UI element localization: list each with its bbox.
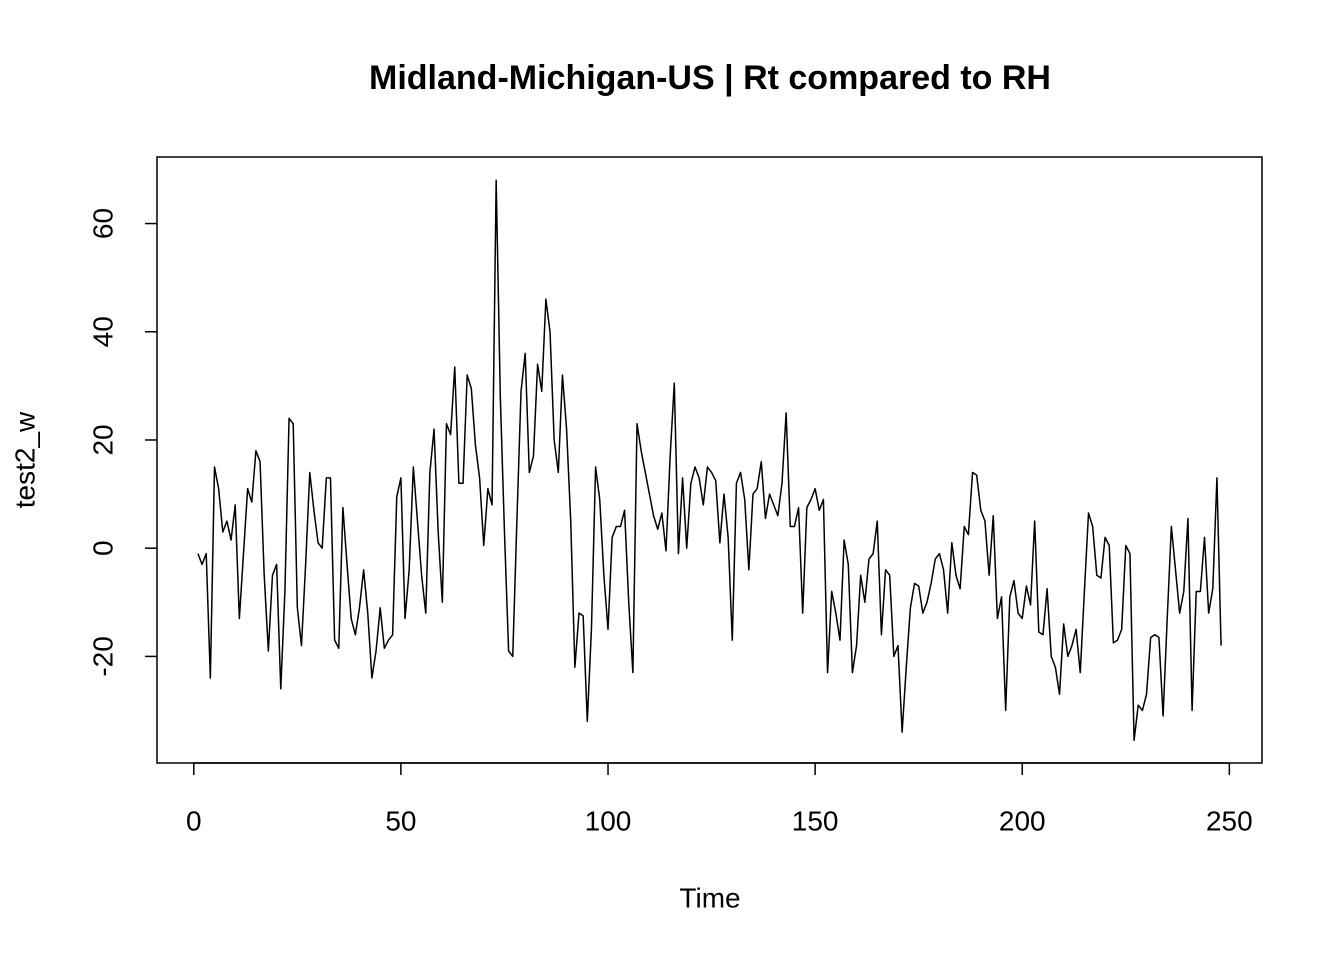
y-tick-label: 20 <box>87 424 118 455</box>
chart-title: Midland-Michigan-US | Rt compared to RH <box>369 59 1051 97</box>
x-axis-title: Time <box>679 882 740 913</box>
x-tick-label: 200 <box>999 805 1046 836</box>
x-tick-label: 150 <box>792 805 839 836</box>
y-tick-label: 60 <box>87 208 118 239</box>
series-line <box>197 179 1222 742</box>
x-tick-label: 50 <box>385 805 416 836</box>
y-tick-label: 40 <box>87 316 118 347</box>
y-tick-label: 0 <box>87 540 118 556</box>
y-tick-label: -20 <box>87 636 118 676</box>
x-tick-label: 100 <box>585 805 632 836</box>
x-tick-label: 250 <box>1206 805 1253 836</box>
plot-frame <box>156 156 1263 764</box>
x-tick-label: 0 <box>186 805 202 836</box>
y-axis-title: test2_w <box>9 411 40 508</box>
